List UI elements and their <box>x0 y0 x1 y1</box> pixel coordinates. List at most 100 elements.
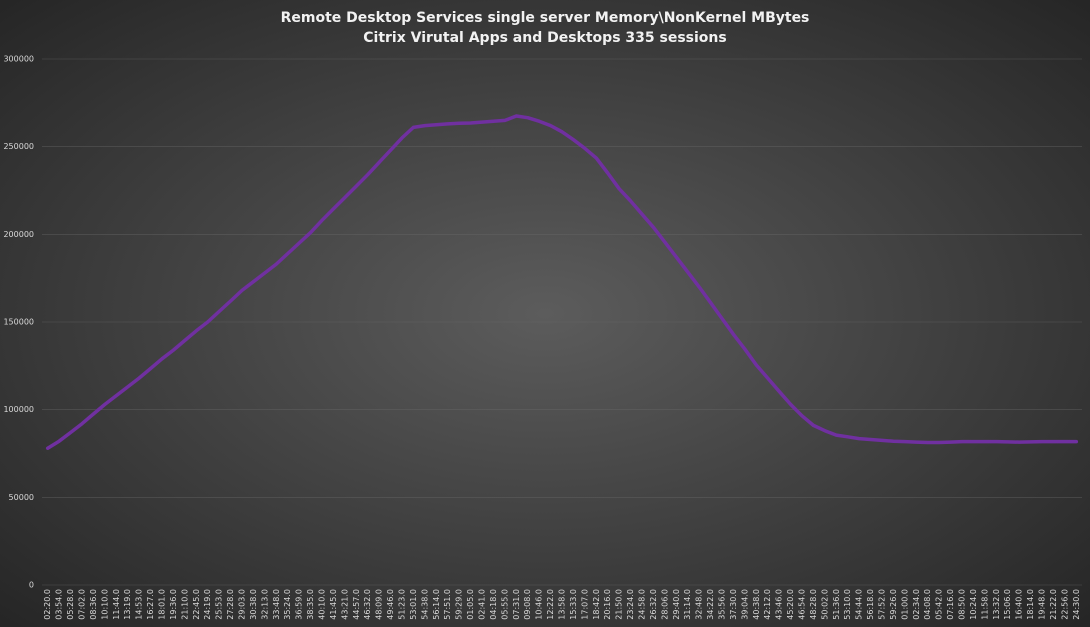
x-tick-label: 13:58.0 <box>558 589 567 620</box>
x-tick-label: 19:48.0 <box>1038 589 1047 620</box>
x-tick-label: 38:35.0 <box>306 589 315 620</box>
x-tick-label: 50:02.0 <box>820 589 829 620</box>
x-tick-label: 21:50.0 <box>615 589 624 620</box>
x-tick-label: 37:30.0 <box>729 589 738 620</box>
x-tick-label: 26:32.0 <box>649 589 658 620</box>
x-tick-label: 53:01.0 <box>409 589 418 620</box>
x-tick-label: 07:31.0 <box>512 589 521 620</box>
x-tick-label: 27:28.0 <box>226 589 235 620</box>
x-tick-label: 23:24.0 <box>626 589 635 620</box>
x-tick-label: 51:36.0 <box>832 589 841 620</box>
x-tick-label: 10:46.0 <box>535 589 544 620</box>
x-tick-label: 42:12.0 <box>763 589 772 620</box>
x-tick-label: 39:04.0 <box>740 589 749 620</box>
x-tick-label: 56:14.0 <box>432 589 441 620</box>
x-tick-label: 25:53.0 <box>215 589 224 620</box>
x-tick-label: 16:27.0 <box>146 589 155 620</box>
x-tick-label: 21:22.0 <box>1049 589 1058 620</box>
x-tick-label: 54:44.0 <box>855 589 864 620</box>
x-tick-label: 45:20.0 <box>786 589 795 620</box>
x-tick-label: 59:29.0 <box>455 589 464 620</box>
x-tick-label: 59:26.0 <box>889 589 898 620</box>
x-tick-label: 22:56.0 <box>1060 589 1069 620</box>
x-tick-label: 20:16.0 <box>603 589 612 620</box>
y-tick-label: 200000 <box>3 230 34 239</box>
x-tick-label: 07:16.0 <box>946 589 955 620</box>
x-tick-label: 44:57.0 <box>352 589 361 620</box>
x-tick-label: 40:10.0 <box>318 589 327 620</box>
x-tick-label: 35:56.0 <box>718 589 727 620</box>
x-tick-label: 43:21.0 <box>340 589 349 620</box>
x-tick-label: 02:41.0 <box>478 589 487 620</box>
x-tick-label: 10:10.0 <box>100 589 109 620</box>
x-tick-label: 03:54.0 <box>55 589 64 620</box>
x-tick-label: 57:51.0 <box>443 589 452 620</box>
x-tick-label: 24:58.0 <box>638 589 647 620</box>
x-tick-label: 11:44.0 <box>112 589 121 620</box>
y-tick-label: 150000 <box>3 318 34 327</box>
x-tick-label: 15:06.0 <box>1003 589 1012 620</box>
x-tick-label: 51:23.0 <box>398 589 407 620</box>
x-tick-label: 02:34.0 <box>912 589 921 620</box>
x-tick-label: 48:09.0 <box>375 589 384 620</box>
x-tick-label: 08:50.0 <box>958 589 967 620</box>
x-tick-label: 13:32.0 <box>992 589 1001 620</box>
x-tick-label: 18:42.0 <box>592 589 601 620</box>
x-tick-label: 01:00.0 <box>900 589 909 620</box>
x-tick-label: 05:42.0 <box>935 589 944 620</box>
x-tick-label: 28:06.0 <box>660 589 669 620</box>
x-tick-label: 54:38.0 <box>420 589 429 620</box>
x-tick-label: 35:24.0 <box>283 589 292 620</box>
x-tick-label: 46:32.0 <box>363 589 372 620</box>
y-tick-label: 300000 <box>3 55 34 64</box>
x-tick-label: 46:54.0 <box>798 589 807 620</box>
x-tick-label: 11:58.0 <box>980 589 989 620</box>
y-tick-label: 0 <box>29 581 34 590</box>
x-tick-label: 33:48.0 <box>272 589 281 620</box>
x-tick-label: 29:40.0 <box>672 589 681 620</box>
x-tick-label: 10:24.0 <box>969 589 978 620</box>
x-tick-label: 24:30.0 <box>1072 589 1081 620</box>
x-tick-label: 09:08.0 <box>523 589 532 620</box>
x-tick-label: 43:46.0 <box>775 589 784 620</box>
x-tick-label: 29:03.0 <box>238 589 247 620</box>
x-tick-label: 32:48.0 <box>695 589 704 620</box>
chart-title: Remote Desktop Services single server Me… <box>281 10 810 26</box>
x-tick-label: 07:02.0 <box>78 589 87 620</box>
x-tick-label: 40:38.0 <box>752 589 761 620</box>
x-tick-label: 22:45.0 <box>192 589 201 620</box>
x-tick-label: 18:14.0 <box>1026 589 1035 620</box>
x-tick-label: 04:08.0 <box>923 589 932 620</box>
x-tick-label: 13:19.0 <box>123 589 132 620</box>
x-tick-label: 31:14.0 <box>683 589 692 620</box>
x-tick-label: 05:55.0 <box>500 589 509 620</box>
x-tick-label: 48:28.0 <box>809 589 818 620</box>
x-tick-label: 30:38.0 <box>249 589 258 620</box>
x-tick-label: 21:10.0 <box>180 589 189 620</box>
x-tick-label: 14:53.0 <box>135 589 144 620</box>
data-line <box>45 114 1079 450</box>
x-tick-label: 34:22.0 <box>706 589 715 620</box>
y-tick-label: 250000 <box>3 142 34 151</box>
x-tick-label: 12:22.0 <box>546 589 555 620</box>
x-tick-label: 57:52.0 <box>878 589 887 620</box>
x-tick-label: 08:36.0 <box>89 589 98 620</box>
x-tick-label: 53:10.0 <box>843 589 852 620</box>
y-tick-label: 50000 <box>9 493 34 502</box>
x-tick-label: 24:19.0 <box>203 589 212 620</box>
x-tick-label: 05:28.0 <box>66 589 75 620</box>
x-tick-label: 56:18.0 <box>866 589 875 620</box>
x-tick-label: 15:33.0 <box>569 589 578 620</box>
x-tick-label: 16:40.0 <box>1015 589 1024 620</box>
x-tick-label: 01:05.0 <box>466 589 475 620</box>
x-tick-label: 49:46.0 <box>386 589 395 620</box>
x-tick-label: 32:13.0 <box>260 589 269 620</box>
x-tick-label: 17:07.0 <box>580 589 589 620</box>
x-tick-label: 19:36.0 <box>169 589 178 620</box>
x-tick-label: 02:20.0 <box>43 589 52 620</box>
x-tick-label: 18:01.0 <box>158 589 167 620</box>
x-tick-label: 04:18.0 <box>489 589 498 620</box>
